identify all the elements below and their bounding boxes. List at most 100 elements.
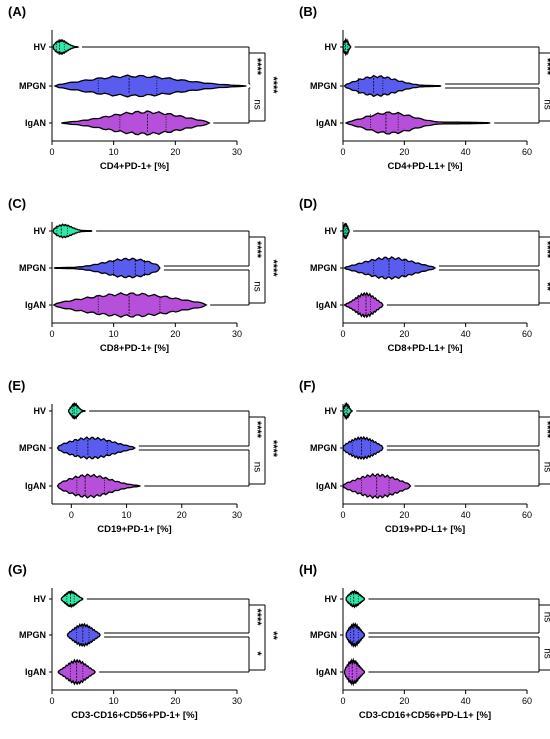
significance-label: **** [267, 440, 279, 458]
x-tick-label: 30 [232, 510, 242, 520]
violin-panel: (G) 0 10 20 30 CD3-CD16+CD56+PD-1+ [%] HV MPGN I… [8, 562, 279, 721]
x-axis-title: CD19+PD-1+ [%] [97, 524, 171, 535]
significance-label: ns [541, 99, 550, 110]
significance-label: **** [251, 241, 263, 259]
category-label: MPGN [310, 630, 337, 640]
x-tick-label: 10 [109, 696, 119, 706]
significance-label: **** [267, 76, 279, 94]
category-label: HV [33, 594, 46, 604]
category-label: HV [33, 406, 46, 416]
violin-shape [60, 589, 84, 609]
significance-label: ns [541, 462, 550, 473]
violin-panel: (H) 0 20 40 60 CD3-CD16+CD56+PD-L1+ [%] HV MPGN… [299, 562, 550, 721]
violin-shape [343, 657, 366, 687]
x-tick-label: 40 [461, 329, 471, 339]
violin-shape [343, 74, 442, 98]
category-label: IgAN [25, 667, 46, 677]
x-tick-label: 60 [522, 329, 532, 339]
violin-shape [52, 38, 80, 56]
x-tick-label: 0 [49, 696, 54, 706]
panel-label: (E) [8, 378, 25, 393]
x-tick-label: 10 [122, 510, 132, 520]
x-tick-label: 20 [399, 696, 409, 706]
x-tick-label: 20 [170, 147, 180, 157]
category-label: HV [324, 594, 337, 604]
x-tick-label: 60 [522, 147, 532, 157]
x-tick-label: 20 [170, 696, 180, 706]
x-tick-label: 0 [49, 329, 54, 339]
significance-label: ns [251, 281, 262, 292]
significance-label: ns [541, 648, 550, 659]
violin-shape [342, 435, 384, 461]
x-axis-title: CD8+PD-L1+ [%] [388, 343, 463, 354]
x-tick-label: 10 [109, 329, 119, 339]
category-label: MPGN [19, 630, 46, 640]
category-label: MPGN [19, 263, 46, 273]
panel-label: (A) [8, 4, 26, 19]
x-axis-title: CD4+PD-1+ [%] [100, 161, 169, 172]
x-tick-label: 40 [461, 510, 471, 520]
x-tick-label: 0 [69, 510, 74, 520]
x-tick-label: 0 [340, 147, 345, 157]
x-tick-label: 20 [399, 147, 409, 157]
category-label: MPGN [19, 81, 46, 91]
category-label: IgAN [25, 118, 46, 128]
category-label: MPGN [19, 443, 46, 453]
category-label: MPGN [310, 263, 337, 273]
category-label: IgAN [316, 481, 337, 491]
violin-shape [345, 621, 366, 649]
violin-panel: (C) 0 10 20 30 CD8+PD-1+ [%] HV MPGN IgAN **** ns *… [8, 196, 279, 354]
significance-label: ** [267, 631, 279, 640]
x-axis-title: CD8+PD-1+ [%] [100, 343, 169, 354]
violin-shape [342, 472, 412, 500]
significance-label: ns [251, 462, 262, 473]
panel-label: (C) [8, 196, 26, 211]
violin-shape [52, 223, 93, 239]
panel-label: (H) [299, 562, 317, 577]
significance-label: * [251, 651, 263, 656]
x-tick-label: 0 [340, 510, 345, 520]
x-tick-label: 10 [109, 147, 119, 157]
category-label: IgAN [316, 300, 337, 310]
violin-panel: (B) 0 20 40 60 CD4+PD-L1+ [%] HV MPGN IgAN **** ns… [299, 4, 550, 172]
category-label: IgAN [316, 667, 337, 677]
category-label: HV [324, 406, 337, 416]
x-tick-label: 40 [461, 147, 471, 157]
x-tick-label: 60 [522, 696, 532, 706]
violin-shape [344, 111, 491, 135]
category-label: IgAN [25, 300, 46, 310]
category-label: IgAN [25, 481, 46, 491]
violin-shape [343, 291, 384, 319]
category-label: MPGN [310, 443, 337, 453]
violin-shape [52, 292, 208, 318]
category-label: HV [324, 226, 337, 236]
x-tick-label: 0 [49, 147, 54, 157]
x-tick-label: 0 [340, 696, 345, 706]
panel-label: (D) [299, 196, 317, 211]
x-tick-label: 60 [522, 510, 532, 520]
x-axis-title: CD3-CD16+CD56+PD-L1+ [%] [359, 710, 491, 721]
x-tick-label: 20 [399, 510, 409, 520]
significance-label: **** [251, 608, 263, 626]
violin-shape [345, 589, 366, 609]
x-axis-title: CD4+PD-L1+ [%] [388, 161, 463, 172]
x-tick-label: 20 [399, 329, 409, 339]
violin-shape [56, 436, 136, 460]
significance-label: **** [267, 259, 279, 277]
category-label: HV [33, 226, 46, 236]
category-label: MPGN [310, 81, 337, 91]
panel-label: (F) [299, 378, 316, 393]
panel-label: (B) [299, 4, 317, 19]
significance-label: ns [251, 99, 262, 110]
significance-label: **** [251, 58, 263, 76]
significance-label: **** [541, 241, 550, 259]
panel-label: (G) [8, 562, 27, 577]
violin-shape [343, 256, 437, 280]
violin-shape [66, 622, 101, 648]
significance-label: **** [541, 58, 550, 76]
violin-panel: (E) 0 10 20 30 CD19+PD-1+ [%] HV MPGN IgAN **** ns… [8, 378, 279, 535]
significance-label: **** [251, 421, 263, 439]
violin-shape [56, 473, 141, 499]
